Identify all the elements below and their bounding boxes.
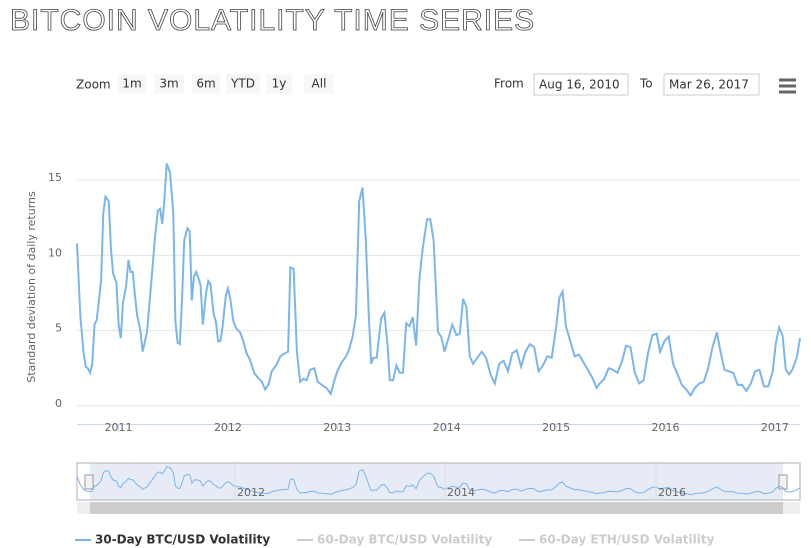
zoom-button[interactable] [192, 74, 220, 94]
legend-label[interactable]: 60-Day BTC/USD Volatility [317, 533, 492, 547]
navigator-selection[interactable] [90, 463, 783, 500]
zoom-button[interactable] [266, 74, 292, 94]
scrollbar-thumb[interactable] [90, 502, 783, 514]
from-label: From [494, 77, 524, 91]
legend-label[interactable]: 30-Day BTC/USD Volatility [95, 533, 270, 547]
menu-button[interactable] [779, 78, 796, 94]
to-input[interactable] [663, 73, 760, 96]
zoom-button-label: 1y [272, 77, 287, 91]
y-axis-label: Standard deviation of daily returns [25, 191, 38, 383]
to-label: To [639, 77, 653, 91]
navigator-tick-label: 2014 [447, 486, 475, 499]
navigator-tick-label: 2016 [658, 486, 686, 499]
zoom-button-label: YTD [230, 77, 255, 91]
zoom-button[interactable] [154, 74, 184, 94]
y-tick-label: 5 [55, 322, 62, 335]
x-tick-label: 2013 [323, 421, 351, 434]
zoom-button[interactable] [304, 74, 334, 94]
zoom-button[interactable] [118, 74, 146, 94]
navigator-handle[interactable] [84, 474, 94, 490]
navigator-handle[interactable] [778, 474, 788, 490]
x-tick-label: 2016 [651, 421, 679, 434]
x-tick-label: 2017 [761, 421, 789, 434]
navigator-tick-label: 2012 [237, 486, 265, 499]
from-input[interactable] [533, 73, 629, 96]
x-tick-label: 2012 [214, 421, 242, 434]
y-tick-label: 0 [55, 397, 62, 410]
to-value: Mar 26, 2017 [669, 78, 749, 92]
y-tick-label: 15 [48, 171, 62, 184]
x-tick-label: 2014 [433, 421, 461, 434]
from-value: Aug 16, 2010 [539, 78, 620, 92]
y-tick-label: 10 [48, 246, 62, 259]
zoom-button-label: 3m [159, 77, 178, 91]
zoom-button-label: 1m [122, 77, 141, 91]
navigator-frame [76, 462, 801, 501]
navigator-line [76, 465, 801, 496]
zoom-label: Zoom [76, 78, 111, 92]
line [76, 163, 801, 398]
x-tick-label: 2011 [105, 421, 133, 434]
zoom-button[interactable] [226, 74, 260, 94]
zoom-button-label: 6m [196, 77, 215, 91]
x-tick-label: 2015 [542, 421, 570, 434]
chart-title: BITCOIN VOLATILITY TIME SERIES [10, 4, 535, 37]
legend-label[interactable]: 60-Day ETH/USD Volatility [539, 533, 715, 547]
zoom-button-label: All [312, 77, 327, 91]
